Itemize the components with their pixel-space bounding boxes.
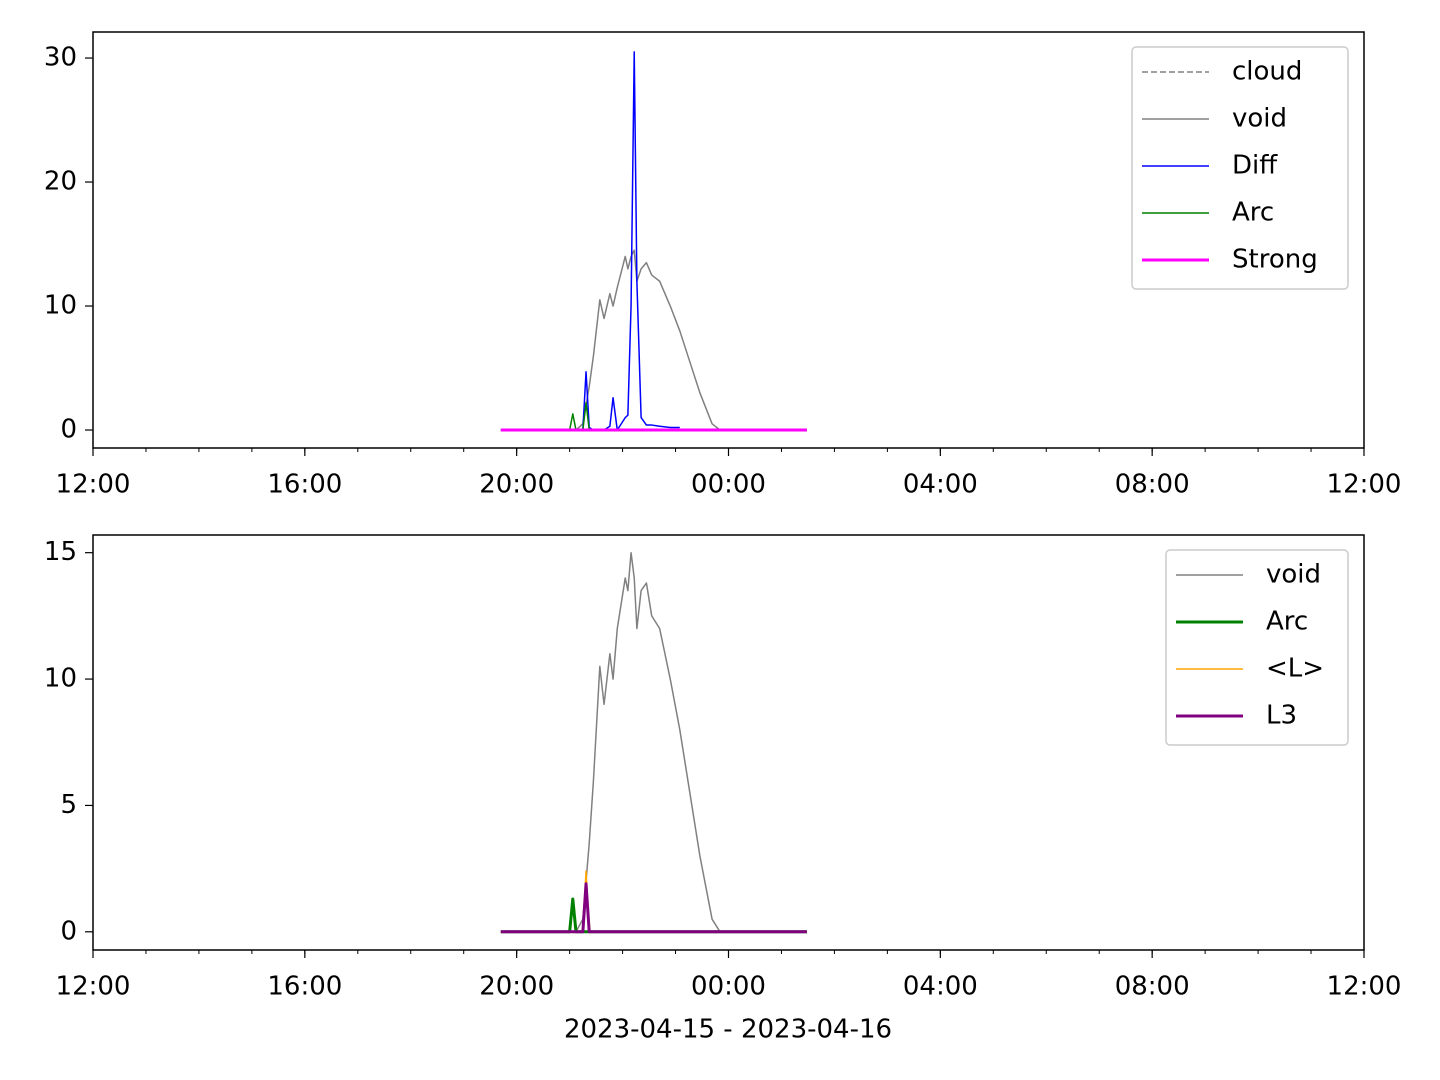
x-tick-label: 16:00 (267, 972, 342, 1002)
legend-box (1165, 549, 1349, 746)
legend-label: void (1232, 104, 1287, 134)
x-tick-label: 12:00 (56, 972, 131, 1002)
y-tick-label: 5 (60, 790, 77, 820)
x-tick-label: 16:00 (267, 470, 342, 500)
axes-frame (92, 534, 1365, 951)
legend-label: Arc (1266, 607, 1308, 637)
y-tick-label: 10 (44, 291, 77, 321)
x-tick-label: 04:00 (903, 972, 978, 1002)
series-line (500, 897, 807, 934)
x-tick-label: 08:00 (1115, 972, 1190, 1002)
legend-box (1131, 46, 1349, 290)
x-tick-label: 00:00 (691, 470, 766, 500)
series-line (500, 551, 807, 933)
series-line (500, 882, 807, 934)
x-tick-label: 12:00 (1327, 470, 1402, 500)
series-line (569, 51, 680, 431)
y-tick-label: 30 (44, 43, 77, 73)
series-line (500, 870, 807, 933)
y-tick-label: 0 (60, 916, 77, 946)
x-tick-label: 08:00 (1115, 470, 1190, 500)
x-tick-label: 20:00 (479, 470, 554, 500)
y-tick-label: 15 (44, 537, 77, 567)
legend-label: L3 (1266, 701, 1297, 731)
x-tick-label: 12:00 (1327, 972, 1402, 1002)
legend-label: void (1266, 560, 1321, 590)
legend-label: Strong (1232, 245, 1318, 275)
series-line (500, 249, 807, 431)
y-tick-label: 0 (60, 415, 77, 445)
x-tick-label: 04:00 (903, 470, 978, 500)
x-axis-label: 2023-04-15 - 2023-04-16 (564, 1015, 892, 1045)
legend-label: <L> (1266, 654, 1324, 684)
legend-label: cloud (1232, 57, 1302, 87)
axes-frame (92, 31, 1365, 449)
y-tick-label: 10 (44, 664, 77, 694)
legend-label: Diff (1232, 151, 1278, 181)
y-tick-label: 20 (44, 167, 77, 197)
x-tick-label: 12:00 (56, 470, 131, 500)
x-tick-label: 00:00 (691, 972, 766, 1002)
legend-label: Arc (1232, 198, 1274, 228)
x-tick-label: 20:00 (479, 972, 554, 1002)
